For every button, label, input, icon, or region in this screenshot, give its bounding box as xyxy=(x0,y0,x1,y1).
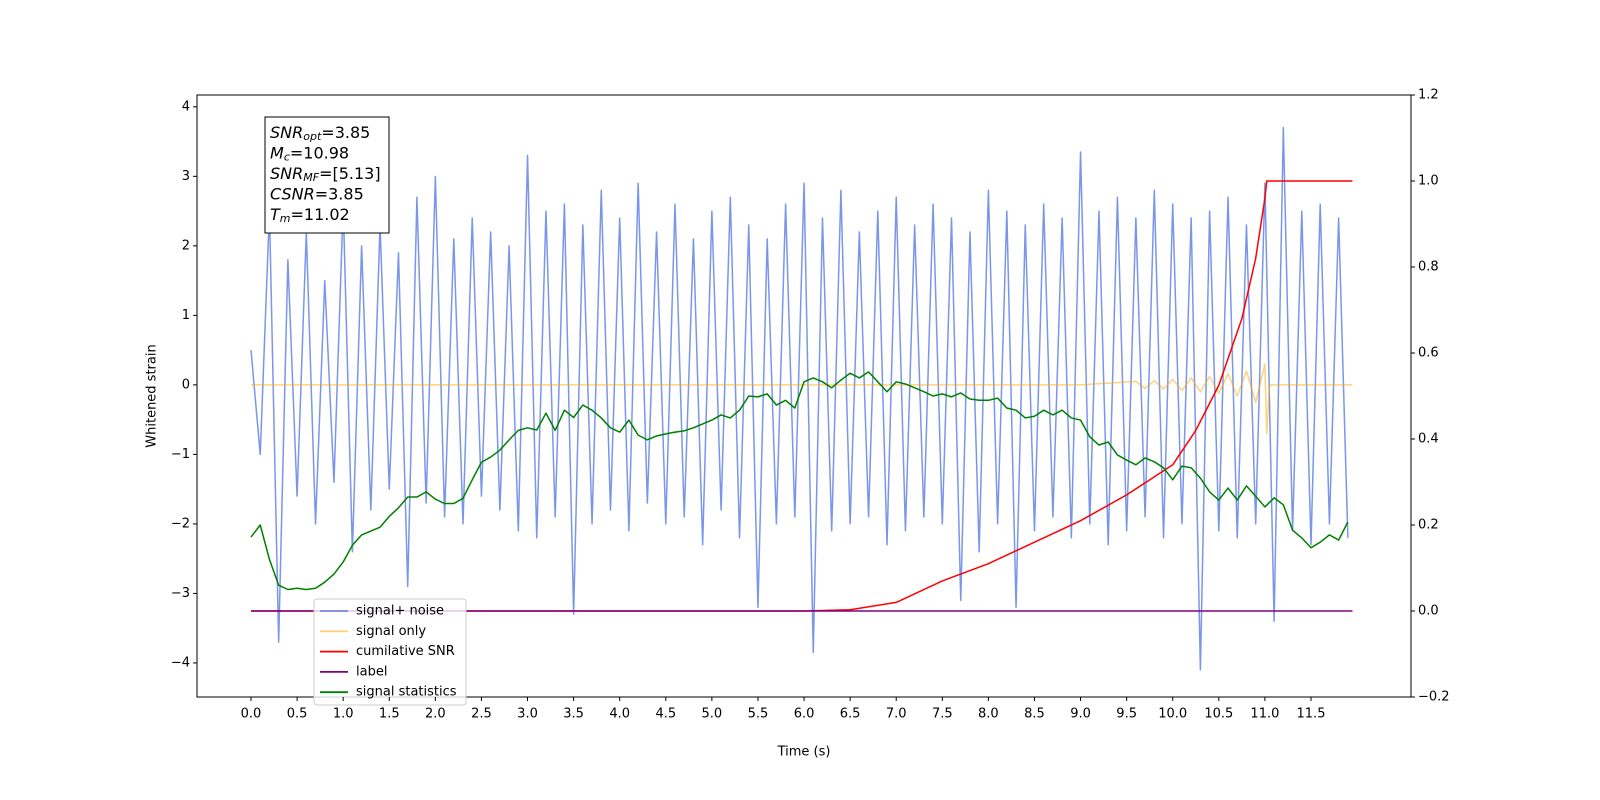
annotation-line: SNRopt=3.85 xyxy=(270,123,370,144)
series-line xyxy=(250,371,1349,591)
x-tick-label: 1.0 xyxy=(333,707,354,722)
y2-tick-label: 0.2 xyxy=(1418,518,1439,533)
x-tick-label: 3.5 xyxy=(563,707,584,722)
series-line xyxy=(251,363,1353,435)
y2-tick-label: −0.2 xyxy=(1418,690,1450,705)
annotation-line: Mc=10.98 xyxy=(270,143,349,164)
y-tick-label: −3 xyxy=(171,586,190,601)
annotation-frame xyxy=(264,116,390,234)
x-tick-label: 8.5 xyxy=(1024,707,1045,722)
y-tick-label: 2 xyxy=(182,238,190,253)
y2-tick-label: 1.2 xyxy=(1418,88,1439,103)
annotation-value: =3.85 xyxy=(321,123,370,142)
annotation-subscript: opt xyxy=(303,130,322,143)
x-tick-label: 7.5 xyxy=(932,707,953,722)
annotation-value: =10.98 xyxy=(290,143,349,162)
annotation-line: SNRMF=[5.13] xyxy=(270,164,381,185)
y-tick-label: 3 xyxy=(182,169,190,184)
x-tick-label: 6.0 xyxy=(794,707,815,722)
annotation-value: =[5.13] xyxy=(319,164,381,183)
annotation-value: =3.85 xyxy=(315,184,364,203)
legend: signal+ noise signal only cumilative SNR la… xyxy=(313,598,467,706)
annotation-box: SNRopt=3.85Mc=10.98SNRMF=[5.13]CSNR=3.85… xyxy=(264,116,390,234)
annotation-line: CSNR=3.85 xyxy=(270,184,364,203)
x-tick-label: 4.0 xyxy=(609,707,630,722)
x-tick-label: 8.0 xyxy=(978,707,999,722)
x-tick-label: 4.5 xyxy=(655,707,676,722)
y-tick-label: 1 xyxy=(182,308,190,323)
series-line xyxy=(251,180,1353,612)
y-tick-label: −2 xyxy=(171,516,190,531)
annotation-value: =11.02 xyxy=(291,205,350,224)
annotation-subscript: c xyxy=(284,151,290,164)
x-tick-label: 6.5 xyxy=(840,707,861,722)
legend-label: signal statistics xyxy=(356,685,457,700)
annotation-symbol: CSNR xyxy=(270,184,315,203)
legend-label: signal only xyxy=(356,624,426,639)
x-tick-label: 5.5 xyxy=(748,707,769,722)
annotation-line: Tm=11.02 xyxy=(270,205,350,226)
x-tick-label: 7.0 xyxy=(886,707,907,722)
y2-tick-label: 1.0 xyxy=(1418,174,1439,189)
x-axis-label: Time (s) xyxy=(777,745,831,760)
annotation-symbol: M xyxy=(270,143,284,162)
x-tick-label: 2.5 xyxy=(471,707,492,722)
x-tick-label: 0.5 xyxy=(287,707,308,722)
legend-label: signal+ noise xyxy=(356,604,444,619)
y-tick-label: 4 xyxy=(182,99,190,114)
annotation-subscript: m xyxy=(280,212,291,225)
x-tick-label: 10.0 xyxy=(1158,707,1187,722)
annotation-symbol: T xyxy=(270,205,281,224)
y-tick-label: −4 xyxy=(171,655,190,670)
x-tick-label: 9.0 xyxy=(1070,707,1091,722)
x-tick-label: 9.5 xyxy=(1116,707,1137,722)
series-line xyxy=(250,126,1349,671)
y2-tick-label: 0.8 xyxy=(1418,260,1439,275)
y-axis-label: Whitened strain xyxy=(145,344,160,447)
legend-label: cumilative SNR xyxy=(356,644,455,659)
y2-tick-label: 0.6 xyxy=(1418,346,1439,361)
legend-frame xyxy=(313,598,467,706)
x-tick-label: 11.0 xyxy=(1250,707,1279,722)
x-tick-label: 2.0 xyxy=(425,707,446,722)
legend-label: label xyxy=(356,664,387,679)
annotation-symbol: SNR xyxy=(270,164,303,183)
annotation-subscript: MF xyxy=(303,171,319,184)
x-tick-label: 0.0 xyxy=(241,707,262,722)
x-tick-label: 5.0 xyxy=(702,707,723,722)
y2-tick-label: 0.4 xyxy=(1418,432,1439,447)
x-tick-label: 3.0 xyxy=(517,707,538,722)
y-tick-label: −1 xyxy=(171,447,190,462)
x-tick-label: 1.5 xyxy=(379,707,400,722)
x-tick-label: 11.5 xyxy=(1297,707,1326,722)
y2-tick-label: 0.0 xyxy=(1418,604,1439,619)
annotation-symbol: SNR xyxy=(270,123,303,142)
x-tick-label: 10.5 xyxy=(1204,707,1233,722)
y-tick-label: 0 xyxy=(182,377,190,392)
